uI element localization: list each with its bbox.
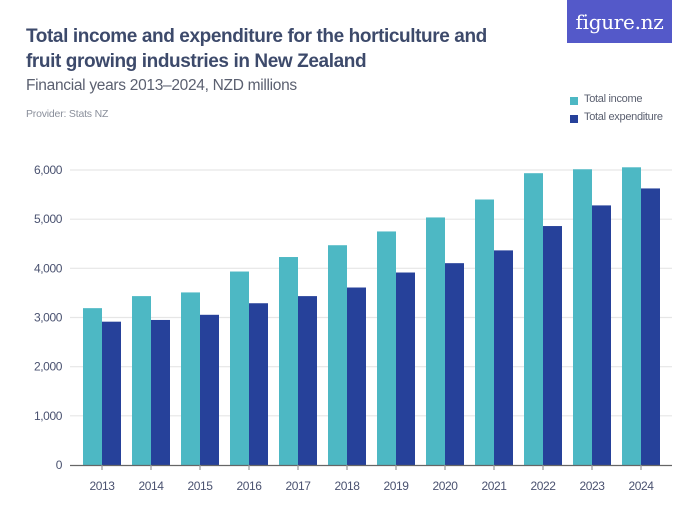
x-tick-label: 2022 — [530, 479, 556, 493]
bar-expenditure-2018 — [347, 287, 366, 465]
bar-income-2022 — [524, 173, 543, 465]
bar-income-2014 — [132, 296, 151, 465]
y-tick-label: 5,000 — [34, 212, 63, 226]
legend-label-income: Total income — [584, 93, 643, 105]
legend-swatch-expenditure — [570, 114, 578, 123]
x-tick-label: 2018 — [334, 479, 360, 493]
bar-income-2020 — [426, 217, 445, 465]
legend-label-expenditure: Total expenditure — [584, 111, 663, 123]
bar-expenditure-2024 — [641, 188, 660, 465]
bar-expenditure-2013 — [102, 321, 121, 465]
bar-expenditure-2016 — [249, 303, 268, 465]
x-tick-label: 2023 — [579, 479, 605, 493]
x-tick-label: 2019 — [383, 479, 409, 493]
legend-item-expenditure[interactable]: Total expenditure — [570, 108, 663, 126]
y-tick-label: 0 — [56, 458, 63, 472]
legend-item-income[interactable]: Total income — [570, 90, 663, 108]
y-tick-label: 4,000 — [34, 261, 63, 275]
chart-subtitle: Financial years 2013–2024, NZD millions — [26, 77, 297, 94]
bar-expenditure-2015 — [200, 314, 219, 465]
bar-expenditure-2021 — [494, 250, 513, 465]
bar-income-2018 — [328, 245, 347, 465]
y-tick-label: 2,000 — [34, 360, 63, 374]
x-tick-label: 2015 — [187, 479, 213, 493]
y-tick-label: 6,000 — [34, 163, 63, 177]
y-tick-label: 3,000 — [34, 311, 63, 325]
bar-expenditure-2022 — [543, 226, 562, 465]
x-tick-label: 2017 — [285, 479, 311, 493]
bar-income-2016 — [230, 271, 249, 465]
legend: Total income Total expenditure — [570, 90, 663, 126]
bar-income-2023 — [573, 169, 592, 465]
bar-income-2017 — [279, 257, 298, 465]
bar-expenditure-2023 — [592, 205, 611, 465]
bar-income-2013 — [83, 308, 102, 465]
legend-swatch-income — [570, 96, 578, 105]
y-tick-label: 1,000 — [34, 409, 63, 423]
bar-expenditure-2020 — [445, 263, 464, 465]
x-tick-label: 2014 — [138, 479, 164, 493]
bar-expenditure-2014 — [151, 319, 170, 465]
bar-expenditure-2019 — [396, 272, 415, 465]
bar-income-2024 — [622, 167, 641, 465]
x-tick-label: 2024 — [628, 479, 654, 493]
x-tick-label: 2021 — [481, 479, 507, 493]
bar-income-2015 — [181, 292, 200, 465]
x-tick-label: 2013 — [89, 479, 115, 493]
provider-label: Provider: Stats NZ — [26, 108, 109, 120]
bar-income-2021 — [475, 199, 494, 465]
figure-nz-logo[interactable]: figure.nz — [567, 0, 672, 43]
chart-title: Total income and expenditure for the hor… — [26, 26, 487, 72]
x-tick-label: 2016 — [236, 479, 262, 493]
bar-expenditure-2017 — [298, 296, 317, 465]
bar-income-2019 — [377, 231, 396, 465]
x-tick-label: 2020 — [432, 479, 458, 493]
